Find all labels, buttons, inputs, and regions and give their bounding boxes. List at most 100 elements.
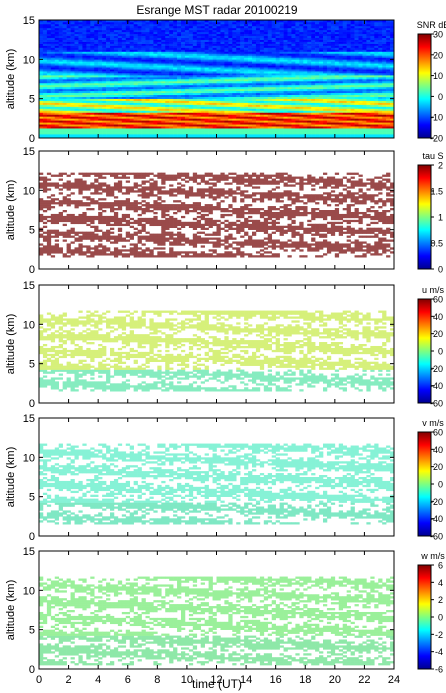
data-cell	[86, 116, 91, 119]
data-cell	[303, 104, 308, 107]
data-cell	[86, 90, 91, 94]
data-cell	[98, 106, 103, 109]
data-cell	[358, 37, 363, 40]
data-cell	[236, 39, 241, 42]
data-cell	[299, 128, 304, 131]
data-cell	[291, 90, 296, 94]
data-cell	[326, 79, 332, 82]
data-cell	[252, 61, 257, 64]
data-cell	[228, 92, 233, 96]
data-cell	[117, 35, 123, 38]
data-cell	[248, 122, 253, 125]
data-cell	[121, 33, 127, 37]
data-cell	[117, 118, 123, 121]
data-cell	[346, 108, 351, 111]
data-cell	[311, 118, 316, 121]
data-cell	[252, 53, 257, 56]
data-cell	[255, 45, 261, 48]
data-cell	[315, 37, 320, 40]
data-cell	[255, 106, 261, 109]
data-cell	[58, 37, 63, 40]
data-cell	[196, 43, 202, 46]
data-cell	[378, 120, 383, 123]
data-cell	[224, 104, 229, 107]
data-cell	[169, 31, 174, 35]
data-cell	[228, 98, 233, 101]
data-cell	[70, 122, 75, 125]
data-cell	[370, 104, 375, 107]
data-cell	[181, 73, 186, 76]
data-cell	[58, 134, 63, 137]
data-cell	[346, 128, 351, 131]
data-cell	[106, 108, 111, 111]
data-cell	[216, 55, 221, 58]
data-cell	[208, 29, 213, 33]
data-cell	[157, 104, 162, 107]
data-cell	[224, 134, 229, 137]
data-cell	[315, 63, 320, 66]
data-cell	[137, 71, 142, 74]
data-cell	[307, 59, 312, 62]
data-cell	[346, 31, 351, 35]
data-cell	[137, 92, 142, 96]
data-cell	[113, 53, 119, 56]
data-cell	[78, 51, 83, 54]
data-cell	[58, 126, 63, 129]
data-cell	[212, 130, 217, 133]
data-cell	[129, 98, 134, 101]
data-cell	[54, 55, 60, 58]
data-cell	[390, 43, 395, 46]
data-cell	[354, 77, 359, 80]
data-cell	[311, 47, 316, 50]
data-cell	[228, 110, 233, 113]
data-cell	[370, 49, 375, 52]
data-cell	[70, 112, 75, 115]
data-cell	[173, 136, 178, 139]
data-cell	[362, 45, 367, 48]
data-cell	[358, 55, 363, 58]
data-cell	[248, 96, 253, 99]
data-cell	[303, 35, 308, 38]
data-cell	[366, 65, 371, 68]
data-cell	[255, 118, 261, 121]
data-cell	[129, 116, 134, 119]
data-cell	[62, 49, 67, 52]
data-cell	[236, 134, 241, 137]
data-cell	[299, 69, 304, 72]
data-cell	[236, 86, 241, 90]
data-cell	[271, 35, 276, 38]
data-cell	[319, 49, 324, 52]
data-cell	[54, 31, 60, 35]
data-cell	[106, 88, 111, 92]
data-cell	[252, 43, 257, 46]
data-cell	[212, 29, 217, 33]
data-cell	[303, 112, 308, 115]
data-cell	[291, 88, 296, 92]
data-cell	[204, 27, 209, 31]
data-cell	[113, 136, 119, 139]
data-cell	[212, 96, 217, 99]
data-cell	[350, 47, 355, 50]
data-cell	[275, 57, 280, 60]
data-cell	[196, 59, 202, 62]
data-cell	[338, 100, 344, 103]
data-cell	[386, 132, 391, 135]
data-cell	[86, 55, 91, 58]
data-cell	[287, 100, 292, 103]
data-cell	[157, 57, 162, 60]
data-cell	[220, 96, 225, 99]
data-cell	[334, 57, 340, 60]
data-cell	[370, 86, 375, 90]
data-cell	[70, 116, 75, 119]
data-cell	[145, 134, 150, 137]
data-cell	[216, 67, 221, 70]
data-cell	[86, 106, 91, 109]
data-cell	[259, 47, 265, 50]
data-cell	[291, 39, 296, 42]
data-cell	[319, 96, 324, 99]
data-cell	[74, 39, 79, 42]
data-cell	[165, 92, 170, 96]
data-cell	[390, 88, 395, 92]
data-cell	[200, 122, 205, 125]
data-cell	[98, 63, 103, 66]
